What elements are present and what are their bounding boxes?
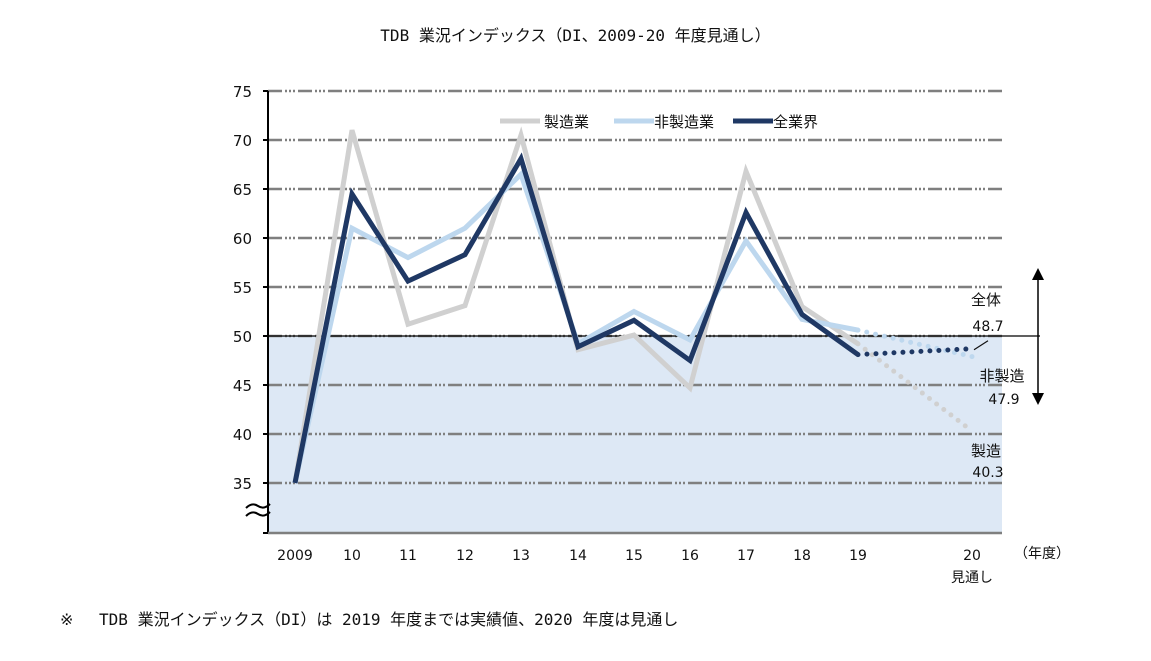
arrow-head-down: [1032, 393, 1044, 405]
x-axis-label: （年度）: [1014, 546, 1070, 562]
x-tick-label: 18: [793, 548, 811, 564]
arrow-head-up: [1032, 268, 1044, 280]
y-tick-label: 40: [233, 426, 252, 444]
chart-title: TDB 業況インデックス（DI、2009-20 年度見通し）: [380, 26, 771, 45]
annotation-value: 47.9: [988, 392, 1019, 408]
y-tick-label: 50: [233, 328, 252, 346]
annotation-label: 全体: [971, 291, 1001, 309]
series-line: [292, 152, 860, 484]
legend: 製造業 非製造業 全業界: [500, 113, 818, 131]
x-tick-label: 11: [399, 548, 417, 564]
legend-label: 非製造業: [654, 113, 714, 131]
break-wave: [245, 511, 271, 517]
x-tick-label: 14: [569, 548, 587, 564]
x-ticks: 2009 10 11 12 13 14 15 16 17 18 19 20 見通し （年度）: [277, 546, 1070, 586]
x-tick-label: 20: [963, 548, 981, 564]
series-lines: [292, 126, 975, 484]
annotation-label: 製造: [971, 442, 1001, 460]
x-tick-label: 16: [681, 548, 699, 564]
annotation-value: 40.3: [972, 465, 1003, 481]
break-wave: [245, 503, 271, 509]
x-tick-label: 17: [737, 548, 755, 564]
range-arrow-icon: [1032, 268, 1044, 405]
series-line: [292, 126, 860, 484]
annotation-value: 48.7: [972, 319, 1003, 335]
y-tick-label: 70: [233, 132, 252, 150]
y-tick-label: 75: [233, 83, 252, 101]
annotation-label: 非製造: [979, 367, 1024, 385]
y-tick-label: 55: [233, 279, 252, 297]
x-tick-label: 13: [512, 548, 530, 564]
axis-break-icon: [245, 503, 271, 517]
annotation-leader: [973, 340, 989, 351]
x-tick-label: 2009: [277, 548, 313, 564]
forecast-dotted-line: [855, 327, 975, 360]
y-ticks: 35 40 45 50 55 60 65 70 75: [233, 83, 268, 534]
grid-lines: [268, 89, 1002, 485]
y-tick-label: 45: [233, 377, 252, 395]
y-tick-label: 60: [233, 230, 252, 248]
x-tick-label: 15: [625, 548, 643, 564]
forecast-dotted-line: [855, 341, 975, 434]
legend-label: 製造業: [544, 113, 589, 131]
legend-label: 全業界: [773, 113, 818, 131]
x-tick-label: 12: [456, 548, 474, 564]
y-tick-label: 35: [233, 475, 252, 493]
y-tick-label: 65: [233, 181, 252, 199]
annotations: 全体 48.7 非製造 47.9 製造 40.3: [971, 291, 1025, 481]
footnote: ※ TDB 業況インデックス（DI）は 2019 年度までは実績値、2020 年…: [60, 610, 679, 629]
x-tick-label: 10: [343, 548, 361, 564]
x-tick-label: 19: [849, 548, 867, 564]
x-tick-sublabel: 見通し: [951, 570, 993, 586]
forecast-dotted-line: [855, 346, 975, 358]
